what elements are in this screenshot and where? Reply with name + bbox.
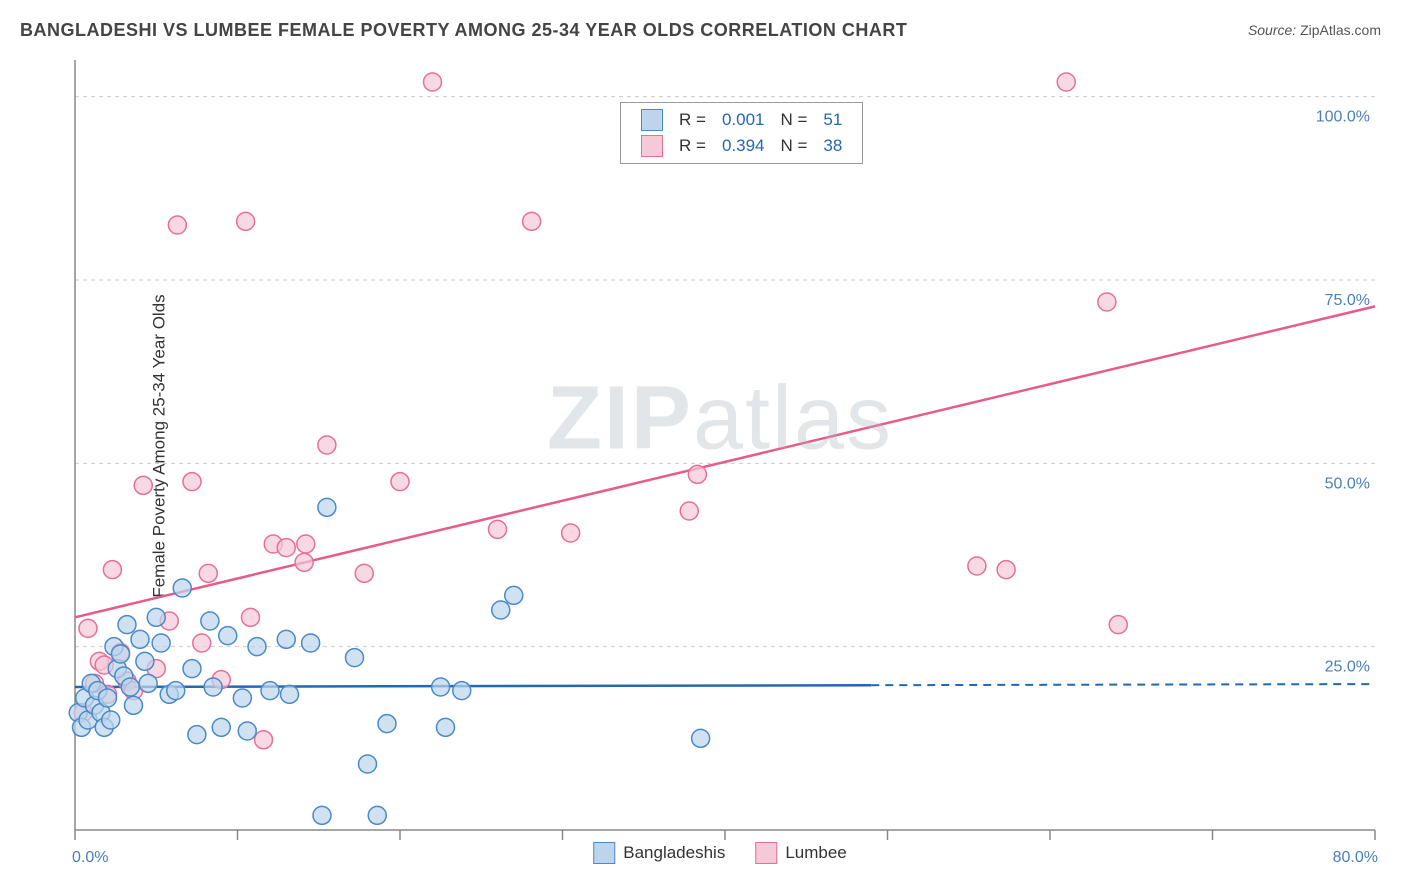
source-label: Source: (1248, 22, 1296, 38)
data-point-lumbee (1098, 293, 1116, 311)
data-point-bangla (492, 601, 510, 619)
data-point-bangla (261, 682, 279, 700)
data-point-lumbee (103, 561, 121, 579)
data-point-lumbee (318, 436, 336, 454)
data-point-bangla (212, 718, 230, 736)
y-tick-label: 75.0% (1325, 292, 1370, 309)
r-value-lumbee: 0.394 (714, 133, 773, 159)
r-label: R = (671, 133, 714, 159)
data-point-bangla (167, 682, 185, 700)
data-point-bangla (233, 689, 251, 707)
data-point-bangla (378, 715, 396, 733)
data-point-lumbee (1057, 73, 1075, 91)
data-point-bangla (437, 718, 455, 736)
data-point-lumbee (391, 473, 409, 491)
data-point-lumbee (968, 557, 986, 575)
source-attribution: Source: ZipAtlas.com (1248, 22, 1381, 38)
data-point-lumbee (134, 476, 152, 494)
data-point-lumbee (997, 561, 1015, 579)
n-value-lumbee: 38 (815, 133, 850, 159)
data-point-bangla (112, 645, 130, 663)
data-point-lumbee (680, 502, 698, 520)
legend-label-bangla: Bangladeshis (623, 843, 725, 863)
swatch-lumbee (641, 135, 663, 157)
data-point-bangla (432, 678, 450, 696)
data-point-bangla (147, 608, 165, 626)
data-point-bangla (173, 579, 191, 597)
data-point-bangla (136, 652, 154, 670)
data-point-bangla (277, 630, 295, 648)
data-point-lumbee (1109, 616, 1127, 634)
data-point-bangla (152, 634, 170, 652)
legend-item-bangla: Bangladeshis (593, 842, 725, 864)
data-point-bangla (201, 612, 219, 630)
data-point-lumbee (237, 212, 255, 230)
data-point-lumbee (295, 553, 313, 571)
y-tick-label: 25.0% (1325, 659, 1370, 676)
y-tick-label: 100.0% (1316, 109, 1370, 126)
data-point-bangla (125, 696, 143, 714)
data-point-bangla (302, 634, 320, 652)
data-point-bangla (505, 586, 523, 604)
data-point-bangla (313, 806, 331, 824)
data-point-bangla (248, 638, 266, 656)
data-point-bangla (281, 685, 299, 703)
data-point-lumbee (424, 73, 442, 91)
data-point-bangla (99, 689, 117, 707)
data-point-bangla (183, 660, 201, 678)
data-point-lumbee (199, 564, 217, 582)
data-point-bangla (131, 630, 149, 648)
source-value: ZipAtlas.com (1300, 22, 1381, 38)
chart-svg: 25.0% 50.0% 75.0% 100.0% 0.0% 80.0% (55, 50, 1385, 870)
scatter-chart: 25.0%50.0%75.0%100.0%0.0%80.0% ZIPatlas … (55, 50, 1385, 870)
swatch-bangla (641, 109, 663, 131)
data-point-bangla (318, 498, 336, 516)
data-point-lumbee (277, 539, 295, 557)
data-point-lumbee (688, 465, 706, 483)
series-legend: Bangladeshis Lumbee (593, 842, 847, 864)
r-label: R = (671, 107, 714, 133)
data-point-bangla (219, 627, 237, 645)
data-point-bangla (238, 722, 256, 740)
data-point-bangla (204, 678, 222, 696)
data-point-lumbee (255, 731, 273, 749)
r-value-bangla: 0.001 (714, 107, 773, 133)
n-label: N = (772, 133, 815, 159)
data-point-bangla (453, 682, 471, 700)
data-point-lumbee (193, 634, 211, 652)
data-point-bangla (121, 678, 139, 696)
data-point-bangla (118, 616, 136, 634)
legend-row-lumbee: R = 0.394 N = 38 (633, 133, 850, 159)
swatch-bangla (593, 842, 615, 864)
data-point-bangla (139, 674, 157, 692)
legend-row-bangla: R = 0.001 N = 51 (633, 107, 850, 133)
correlation-legend: R = 0.001 N = 51 R = 0.394 N = 38 (620, 102, 863, 164)
y-tick-label: 50.0% (1325, 475, 1370, 492)
legend-label-lumbee: Lumbee (785, 843, 846, 863)
data-point-lumbee (242, 608, 260, 626)
data-point-lumbee (297, 535, 315, 553)
legend-item-lumbee: Lumbee (755, 842, 846, 864)
data-point-bangla (346, 649, 364, 667)
x-tick-label: 0.0% (72, 849, 108, 866)
data-point-lumbee (355, 564, 373, 582)
data-point-lumbee (489, 520, 507, 538)
swatch-lumbee (755, 842, 777, 864)
data-point-lumbee (79, 619, 97, 637)
data-point-bangla (359, 755, 377, 773)
chart-title: BANGLADESHI VS LUMBEE FEMALE POVERTY AMO… (20, 20, 907, 41)
n-label: N = (772, 107, 815, 133)
n-value-bangla: 51 (815, 107, 850, 133)
data-point-lumbee (562, 524, 580, 542)
data-point-lumbee (183, 473, 201, 491)
data-point-bangla (368, 806, 386, 824)
data-point-bangla (102, 711, 120, 729)
data-point-lumbee (523, 212, 541, 230)
x-tick-label: 80.0% (1333, 849, 1378, 866)
data-point-bangla (692, 729, 710, 747)
data-point-bangla (188, 726, 206, 744)
data-point-lumbee (168, 216, 186, 234)
